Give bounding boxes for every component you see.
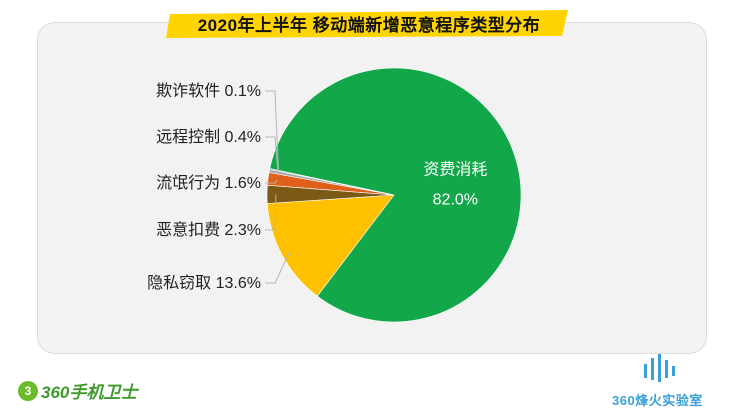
brand-left-text: 360手机卫士	[41, 383, 138, 402]
leader-line-2	[265, 179, 278, 184]
chart-title: 2020年上半年 移动端新增恶意程序类型分布	[197, 15, 541, 35]
pie-slice-1	[266, 194, 395, 297]
banner-shape	[166, 10, 568, 38]
360-logo-icon: 3	[18, 380, 38, 401]
leader-line-1	[265, 136, 279, 173]
outside-label-3: 恶意扣费 2.3%	[156, 220, 261, 239]
slice-label-value-0: 82.0%	[433, 192, 478, 209]
brand-360-lab: 360烽火实验室	[612, 354, 722, 410]
signal-bars-icon	[644, 354, 675, 382]
brand-360-mobile-guard: 3 360手机卫士	[18, 378, 137, 403]
leader-line-0	[265, 90, 279, 171]
chart-panel: 资费消耗 82.0% 欺诈软件 0.1% 远程控制 0.4% 流氓行为 1.6% 恶意扣费…	[37, 22, 707, 354]
brand-right-text: 360烽火实验室	[612, 393, 703, 408]
title-banner: 2020年上半年 移动端新增恶意程序类型分布	[166, 6, 572, 40]
pie-slice-5	[269, 168, 395, 196]
outside-label-1: 远程控制 0.4%	[156, 128, 261, 146]
slice-label-name-0: 资费消耗	[423, 161, 487, 179]
outside-label-0: 欺诈软件 0.1%	[156, 82, 261, 100]
pie-chart: 资费消耗 82.0% 欺诈软件 0.1% 远程控制 0.4% 流氓行为 1.6% 恶意扣费…	[147, 67, 522, 323]
outside-label-4: 隐私窃取 13.6%	[147, 274, 261, 292]
pie-slice-0	[269, 67, 522, 323]
leader-line-3	[265, 194, 277, 231]
outside-label-2: 流氓行为 1.6%	[156, 174, 261, 192]
leader-line-4	[265, 250, 291, 284]
